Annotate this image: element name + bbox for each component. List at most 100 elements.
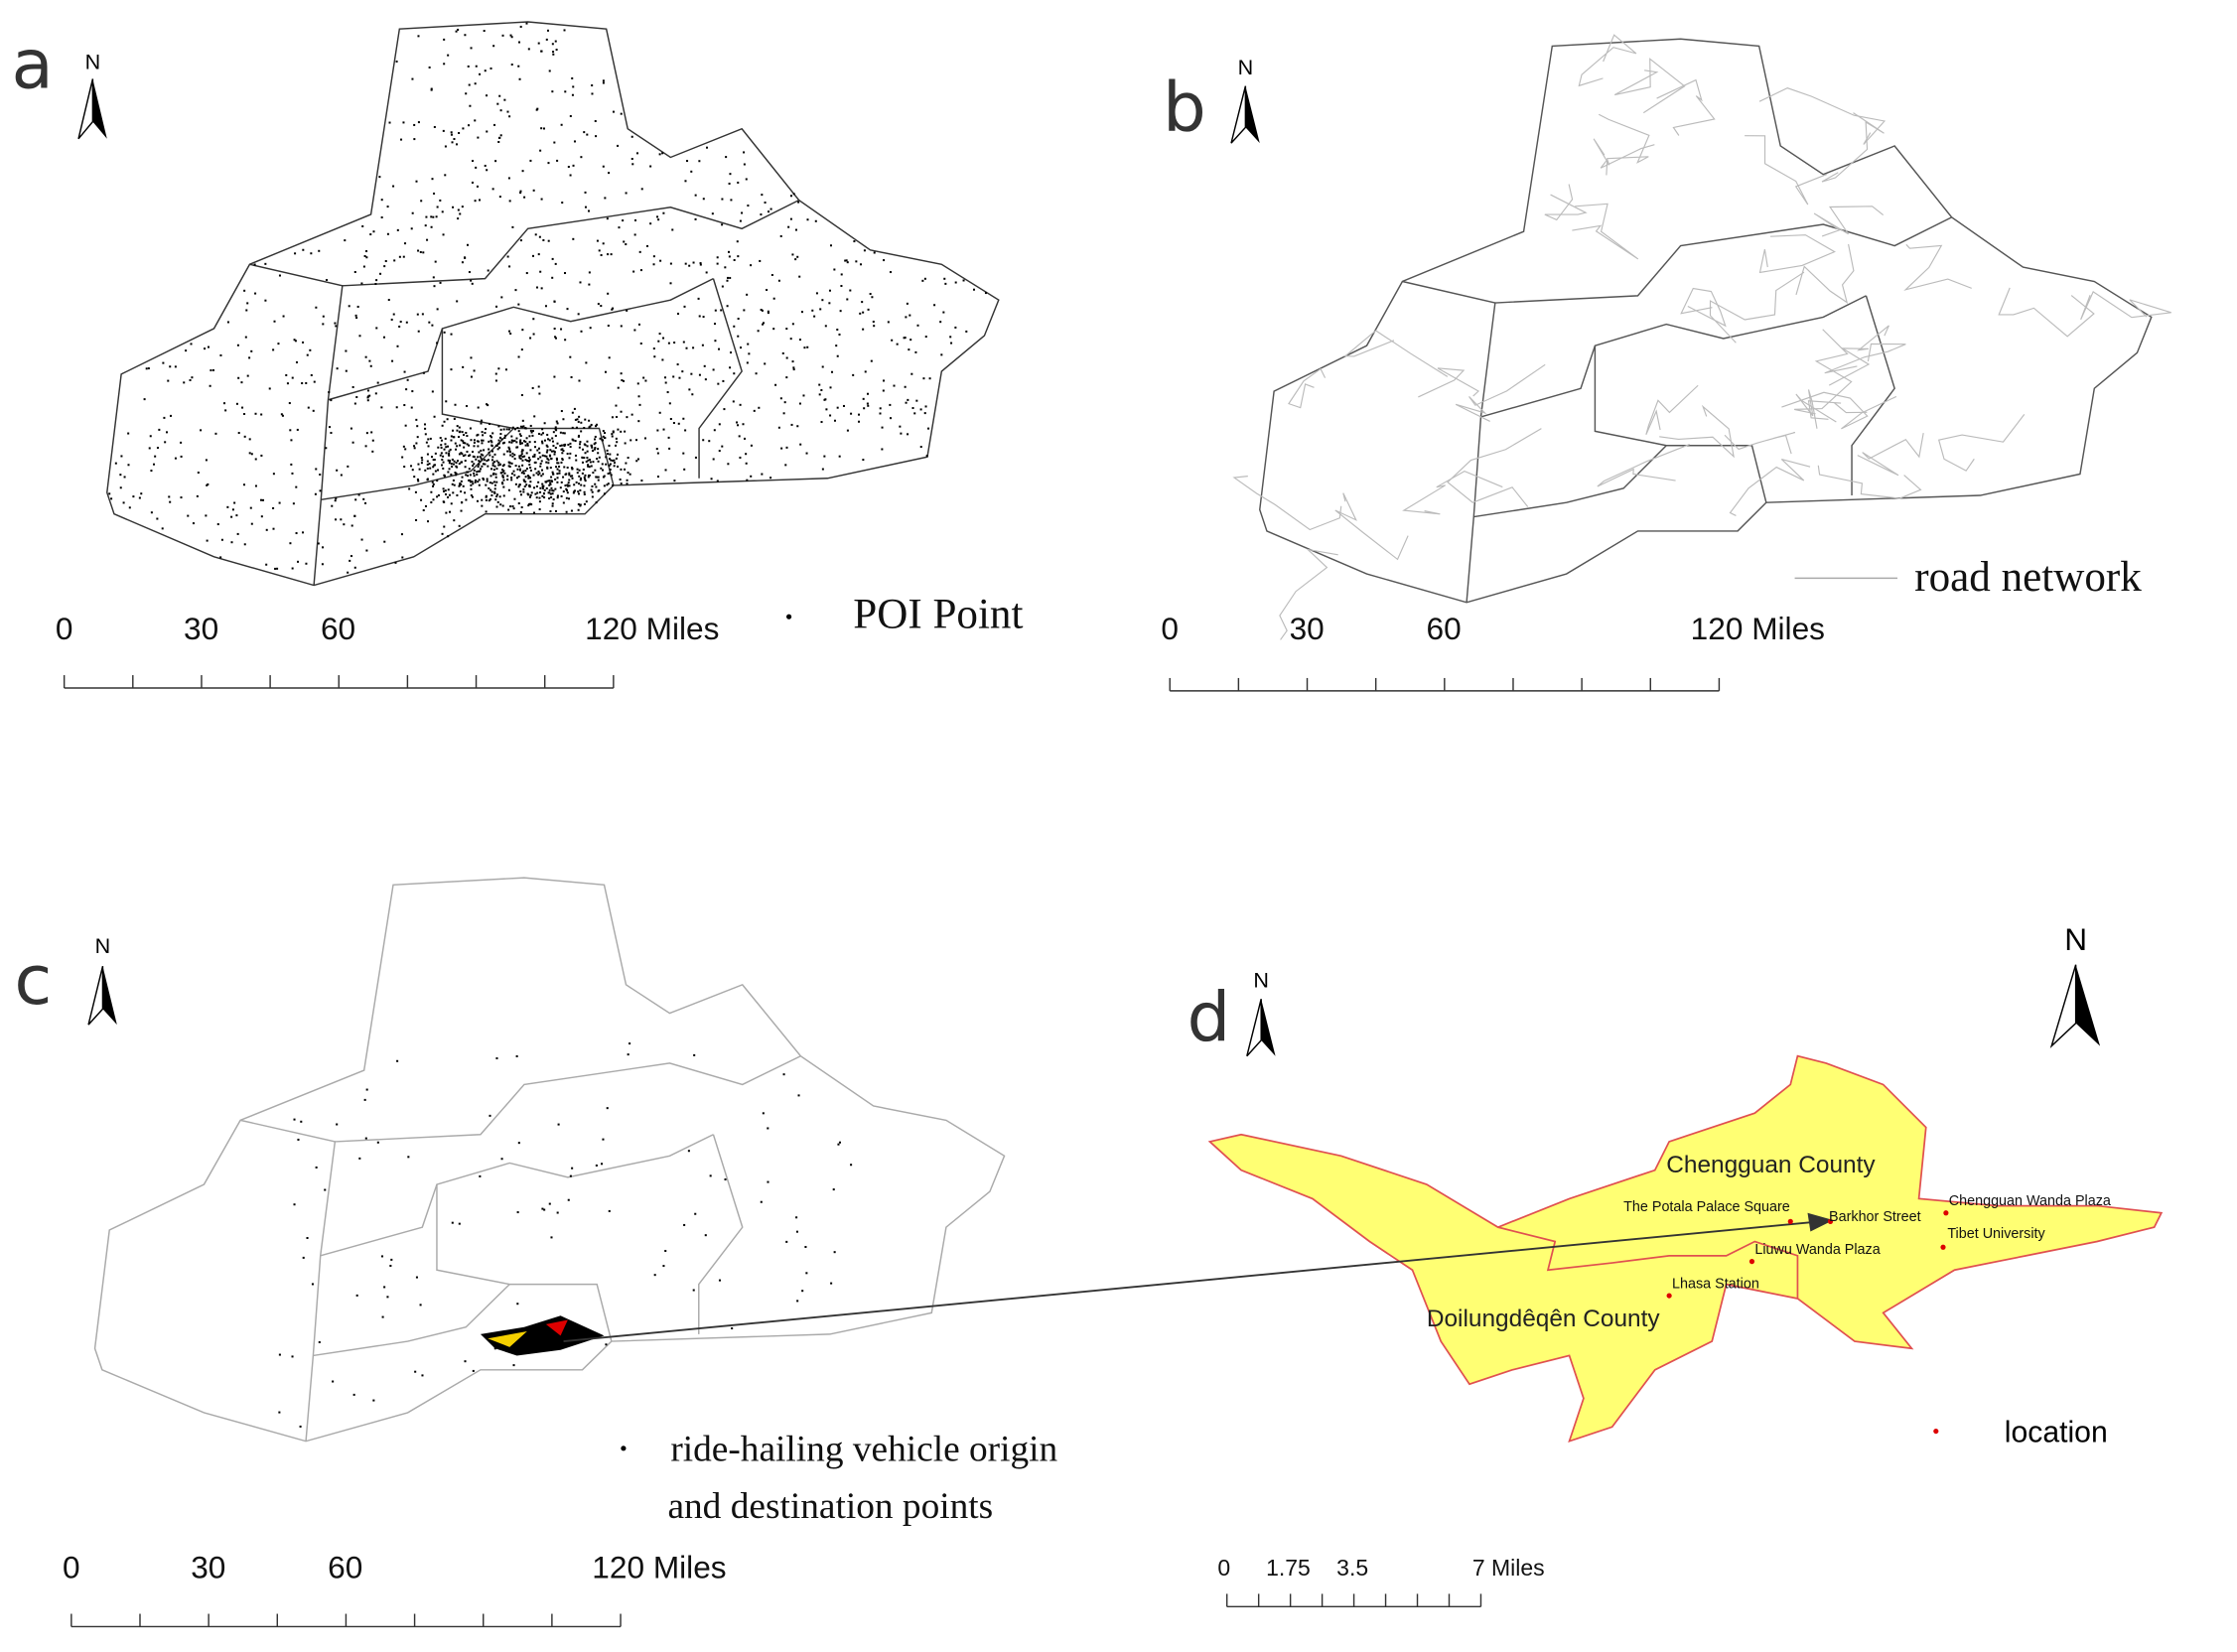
poi-dot (506, 475, 509, 478)
poi-dot (415, 518, 418, 521)
poi-dot (889, 271, 892, 274)
poi-dot (500, 296, 503, 299)
poi-dot (290, 463, 293, 466)
poi-dot (471, 461, 474, 464)
poi-dot (866, 392, 869, 395)
poi-dot (606, 217, 609, 220)
poi-dot (578, 446, 581, 449)
poi-dot (347, 571, 350, 574)
poi-dot (572, 491, 575, 494)
poi-dot (594, 438, 597, 441)
poi-dot (462, 440, 465, 443)
poi-dot (464, 442, 467, 445)
poi-dot (818, 383, 821, 386)
od-dot (832, 1188, 835, 1191)
od-dot (376, 1141, 379, 1144)
poi-dot (567, 443, 570, 446)
poi-dot (488, 422, 490, 425)
poi-dot (543, 455, 546, 458)
poi-dot (471, 481, 474, 483)
poi-dot (517, 303, 520, 306)
poi-dot (418, 468, 421, 471)
poi-dot (400, 138, 403, 141)
poi-dot (411, 211, 414, 214)
road (1709, 271, 1805, 344)
poi-dot (882, 379, 885, 382)
poi-dot (737, 318, 740, 321)
legend-label: road network (1914, 554, 2142, 601)
poi-dot (511, 426, 514, 429)
poi-dot (254, 412, 257, 415)
poi-dot (833, 419, 836, 422)
poi-dot (629, 473, 631, 476)
poi-dot (558, 465, 561, 468)
poi-dot (523, 480, 526, 482)
poi-dot (698, 373, 701, 376)
poi-dot (444, 489, 447, 492)
poi-dot (588, 283, 591, 286)
poi-dot (571, 76, 574, 79)
poi-dot (264, 299, 267, 302)
poi-dot (549, 492, 552, 495)
poi-dot (465, 92, 468, 95)
poi-dot (681, 370, 684, 373)
poi-dot (434, 470, 437, 473)
poi-dot (612, 431, 615, 434)
poi-dot (559, 486, 562, 489)
poi-dot (579, 477, 582, 480)
poi-dot (464, 460, 467, 463)
poi-dot (546, 457, 549, 460)
od-dot (653, 1274, 656, 1277)
poi-dot (519, 239, 522, 242)
poi-dot (487, 465, 489, 468)
poi-dot (571, 468, 574, 471)
poi-dot (476, 474, 479, 477)
poi-dot (584, 418, 587, 421)
od-dot (495, 1057, 498, 1060)
north-label: N (1238, 55, 1254, 79)
poi-dot (366, 389, 369, 392)
od-dot (421, 1374, 424, 1377)
poi-dot (498, 463, 501, 466)
poi-dot (262, 498, 265, 501)
od-dot (293, 1203, 296, 1206)
poi-dot (477, 433, 480, 436)
poi-dot (589, 327, 592, 330)
poi-dot (586, 450, 589, 453)
poi-dot (531, 430, 534, 433)
poi-dot (584, 206, 587, 208)
poi-dot (528, 477, 532, 480)
poi-dot (610, 474, 613, 477)
poi-dot (716, 480, 719, 482)
poi-dot (699, 263, 702, 266)
poi-dot (334, 322, 337, 325)
poi-dot (445, 511, 448, 514)
poi-dot (866, 402, 869, 405)
poi-dot (470, 483, 473, 486)
road (1729, 458, 1811, 516)
poi-dot (475, 65, 478, 68)
poi-dot (499, 428, 502, 431)
poi-dot (276, 567, 279, 570)
poi-dot (241, 406, 244, 409)
poi-dot (545, 461, 548, 464)
poi-dot (591, 446, 594, 449)
poi-dot (673, 342, 676, 344)
poi-dot (497, 461, 500, 464)
od-dot (796, 1300, 799, 1303)
poi-dot (601, 439, 604, 442)
poi-dot (403, 404, 406, 407)
poi-dot (541, 473, 544, 476)
poi-dot (789, 338, 792, 341)
poi-dot (624, 468, 627, 471)
poi-dot (351, 385, 354, 388)
poi-dot (828, 302, 831, 305)
poi-dot (325, 447, 328, 450)
poi-dot (928, 377, 931, 380)
poi-dot (838, 333, 841, 336)
poi-dot (542, 238, 545, 241)
poi-dot (656, 452, 659, 455)
od-dot (664, 1249, 667, 1252)
poi-dot (889, 417, 892, 420)
poi-dot (436, 308, 439, 311)
